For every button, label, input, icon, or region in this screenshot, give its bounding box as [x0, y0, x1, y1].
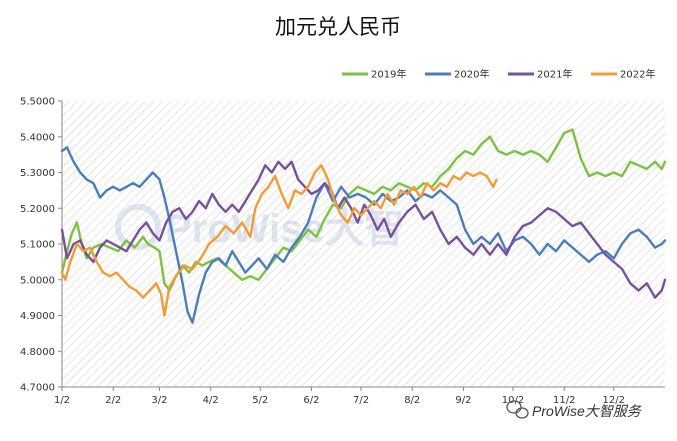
legend-label: 2020年	[454, 68, 489, 81]
x-tick-label: 12/2	[603, 395, 625, 406]
wechat-icon	[506, 400, 529, 419]
legend-label: 2019年	[371, 68, 406, 81]
watermark-text: ProWise大智	[165, 207, 405, 251]
y-axis: 5.5000 5.4000 5.3000 5.2000 5.1000 5.0000 4.90…	[20, 97, 63, 394]
corner-caption: ProWise大智服务	[532, 403, 642, 419]
chart-title: 加元兑人民币	[275, 15, 401, 39]
plot-area	[62, 101, 665, 387]
legend-label: 2021年	[537, 68, 572, 81]
x-tick-label: 3/2	[151, 395, 167, 406]
corner-brand: ProWise大智服务	[506, 400, 642, 419]
legend-item: 2021年	[508, 68, 572, 81]
x-tick-label: 1/2	[54, 395, 70, 406]
x-tick-label: 9/2	[455, 395, 471, 406]
y-tick-label: 5.2000	[20, 204, 55, 215]
legend-label: 2022年	[620, 68, 655, 81]
x-tick-label: 6/2	[303, 395, 319, 406]
legend-item: 2020年	[425, 68, 489, 81]
y-tick-label: 4.8000	[20, 347, 55, 358]
x-tick-label: 8/2	[404, 395, 420, 406]
legend-item: 2019年	[342, 68, 406, 81]
legend-item: 2022年	[591, 68, 655, 81]
series-line-2020年	[60, 146, 667, 324]
y-tick-label: 5.5000	[20, 97, 55, 108]
x-tick-label: 2/2	[105, 395, 121, 406]
y-tick-label: 4.7000	[20, 383, 55, 394]
series-layer	[60, 128, 667, 324]
y-tick-label: 5.0000	[20, 275, 55, 286]
x-tick-label: 5/2	[252, 395, 268, 406]
y-tick-label: 4.9000	[20, 311, 55, 322]
y-tick-label: 5.3000	[20, 168, 55, 179]
x-tick-label: 4/2	[203, 395, 219, 406]
series-line-2022年	[60, 164, 498, 317]
watermark-logo-icon	[115, 204, 161, 250]
y-tick-label: 5.1000	[20, 240, 55, 251]
x-tick-label: 11/2	[553, 395, 575, 406]
watermark: ProWise大智	[115, 204, 405, 251]
legend: 2019年 2020年 2021年 2022年	[342, 68, 655, 81]
x-tick-label: 7/2	[353, 395, 369, 406]
y-tick-label: 5.4000	[20, 132, 55, 143]
